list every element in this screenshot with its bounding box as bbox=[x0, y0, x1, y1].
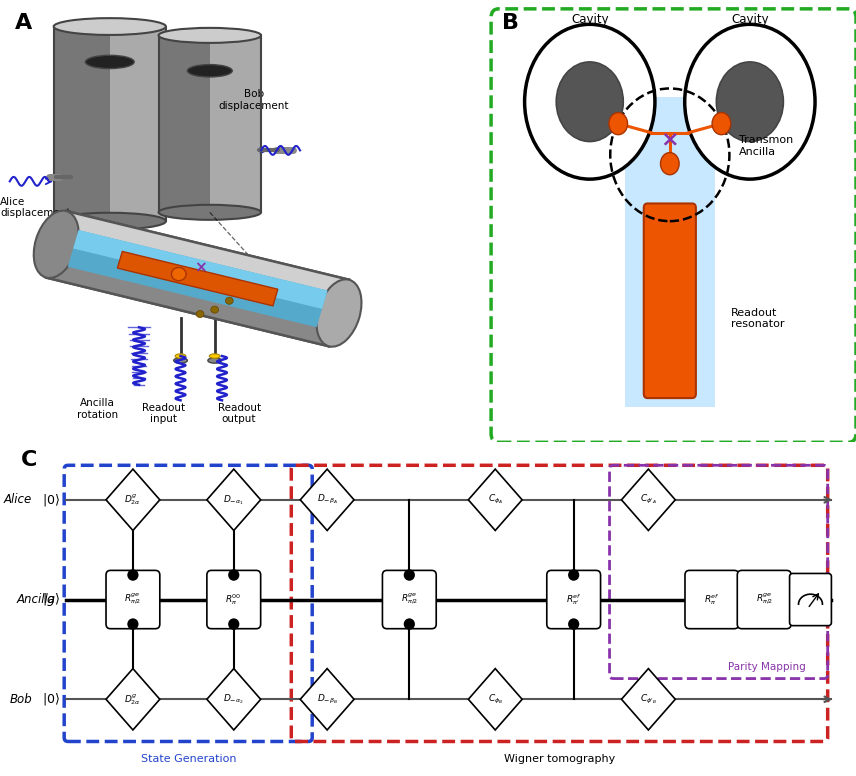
Circle shape bbox=[171, 268, 186, 281]
Circle shape bbox=[196, 310, 204, 317]
Circle shape bbox=[211, 306, 218, 314]
Text: ×: × bbox=[194, 260, 207, 275]
Text: Ancilla
rotation: Ancilla rotation bbox=[77, 398, 118, 420]
Text: A: A bbox=[15, 13, 32, 33]
Text: Cavity
Alice: Cavity Alice bbox=[571, 13, 609, 41]
Polygon shape bbox=[46, 255, 336, 346]
Text: Cavity
Bob: Cavity Bob bbox=[731, 13, 769, 41]
Text: $R^{ge}_{\pi/2}$: $R^{ge}_{\pi/2}$ bbox=[124, 592, 141, 607]
Text: $R^{ef}_{\pi'}$: $R^{ef}_{\pi'}$ bbox=[566, 592, 581, 607]
Text: $R^{ef}_{\pi}$: $R^{ef}_{\pi}$ bbox=[704, 592, 720, 607]
Circle shape bbox=[525, 24, 655, 179]
Circle shape bbox=[685, 24, 815, 179]
FancyBboxPatch shape bbox=[383, 570, 437, 629]
Polygon shape bbox=[46, 211, 349, 346]
Text: $C_{\phi_B}$: $C_{\phi_B}$ bbox=[488, 693, 502, 706]
Text: $C_{\phi'_A}$: $C_{\phi'_A}$ bbox=[639, 494, 657, 507]
Ellipse shape bbox=[158, 205, 261, 220]
Text: $|0\rangle$: $|0\rangle$ bbox=[42, 691, 60, 707]
Polygon shape bbox=[621, 669, 675, 730]
Polygon shape bbox=[207, 469, 261, 531]
FancyBboxPatch shape bbox=[737, 570, 791, 629]
Circle shape bbox=[609, 113, 627, 135]
Text: B: B bbox=[502, 13, 520, 33]
Text: $|0\rangle$: $|0\rangle$ bbox=[42, 492, 60, 508]
Polygon shape bbox=[468, 469, 522, 531]
Text: $D_{-\beta_A}$: $D_{-\beta_A}$ bbox=[317, 494, 337, 507]
Text: Wigner tomography: Wigner tomography bbox=[504, 754, 615, 764]
Circle shape bbox=[568, 618, 580, 630]
Ellipse shape bbox=[174, 358, 187, 363]
Text: $|g\rangle$: $|g\rangle$ bbox=[42, 591, 60, 608]
Text: Transmon
Ancilla: Transmon Ancilla bbox=[739, 135, 793, 157]
Text: C: C bbox=[21, 450, 37, 470]
Ellipse shape bbox=[33, 210, 79, 278]
Text: $R^{ge}_{\pi/2}$: $R^{ge}_{\pi/2}$ bbox=[756, 592, 773, 607]
Circle shape bbox=[404, 618, 415, 630]
Text: Bob: Bob bbox=[9, 693, 32, 706]
Polygon shape bbox=[68, 230, 328, 327]
Circle shape bbox=[229, 618, 240, 630]
Polygon shape bbox=[158, 36, 210, 213]
Ellipse shape bbox=[210, 354, 220, 359]
Text: Alice: Alice bbox=[3, 494, 32, 506]
Polygon shape bbox=[117, 251, 278, 306]
Circle shape bbox=[661, 153, 679, 175]
Ellipse shape bbox=[86, 55, 134, 68]
Polygon shape bbox=[210, 36, 261, 213]
FancyBboxPatch shape bbox=[625, 97, 715, 407]
Text: State Generation: State Generation bbox=[141, 754, 237, 764]
FancyBboxPatch shape bbox=[547, 570, 601, 629]
Ellipse shape bbox=[187, 64, 232, 77]
Polygon shape bbox=[207, 669, 261, 730]
FancyBboxPatch shape bbox=[106, 570, 160, 629]
Text: $C_{\phi_A}$: $C_{\phi_A}$ bbox=[488, 494, 502, 507]
Ellipse shape bbox=[54, 18, 166, 35]
Polygon shape bbox=[106, 469, 160, 531]
Text: Parity Mapping: Parity Mapping bbox=[728, 662, 805, 672]
Polygon shape bbox=[110, 26, 166, 221]
Circle shape bbox=[712, 113, 731, 135]
Circle shape bbox=[556, 62, 623, 141]
Polygon shape bbox=[73, 230, 328, 309]
Polygon shape bbox=[54, 26, 110, 221]
FancyBboxPatch shape bbox=[644, 203, 696, 398]
Ellipse shape bbox=[175, 354, 186, 359]
Polygon shape bbox=[106, 669, 160, 730]
Text: Bob
displacement: Bob displacement bbox=[218, 89, 289, 110]
Text: $R^{ge}_{\pi/2}$: $R^{ge}_{\pi/2}$ bbox=[401, 592, 418, 607]
Circle shape bbox=[128, 570, 139, 580]
Polygon shape bbox=[57, 211, 349, 310]
Polygon shape bbox=[300, 669, 354, 730]
Text: ×: × bbox=[661, 130, 679, 149]
Circle shape bbox=[404, 570, 415, 580]
Circle shape bbox=[568, 570, 580, 580]
Text: Alice
displacement: Alice displacement bbox=[0, 197, 70, 218]
Text: $R^{00}_{\pi}$: $R^{00}_{\pi}$ bbox=[225, 592, 242, 607]
Text: Readout
output: Readout output bbox=[217, 403, 260, 424]
Text: $D^g_{2\alpha}$: $D^g_{2\alpha}$ bbox=[124, 692, 141, 707]
Ellipse shape bbox=[208, 358, 222, 363]
Text: $C_{\phi'_B}$: $C_{\phi'_B}$ bbox=[639, 693, 657, 706]
Polygon shape bbox=[300, 469, 354, 531]
Text: Readout
resonator: Readout resonator bbox=[731, 307, 785, 329]
Ellipse shape bbox=[54, 213, 166, 230]
Ellipse shape bbox=[317, 279, 361, 347]
FancyBboxPatch shape bbox=[685, 570, 739, 629]
Circle shape bbox=[225, 297, 233, 304]
Text: $D_{-\alpha_2}$: $D_{-\alpha_2}$ bbox=[223, 692, 244, 706]
Circle shape bbox=[716, 62, 783, 141]
Circle shape bbox=[128, 618, 139, 630]
Text: $D_{-\beta_B}$: $D_{-\beta_B}$ bbox=[317, 693, 337, 706]
Polygon shape bbox=[468, 669, 522, 730]
Text: Ancilla: Ancilla bbox=[17, 593, 56, 606]
FancyBboxPatch shape bbox=[207, 570, 261, 629]
Text: $D_{-\alpha_1}$: $D_{-\alpha_1}$ bbox=[223, 493, 244, 507]
Text: $D^g_{2\alpha}$: $D^g_{2\alpha}$ bbox=[124, 492, 141, 508]
FancyBboxPatch shape bbox=[789, 573, 831, 625]
Text: Readout
input: Readout input bbox=[142, 403, 185, 424]
Ellipse shape bbox=[158, 28, 261, 43]
Circle shape bbox=[229, 570, 240, 580]
Polygon shape bbox=[621, 469, 675, 531]
